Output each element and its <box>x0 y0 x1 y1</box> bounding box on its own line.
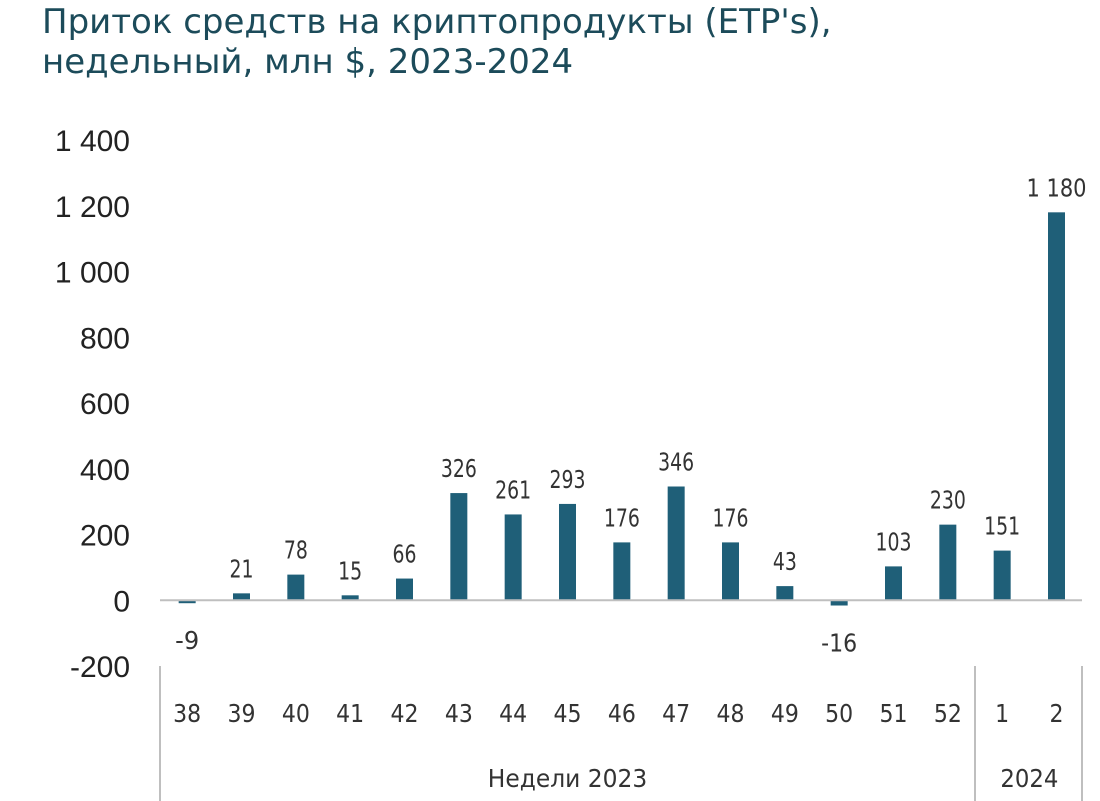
x-tick-label: 2 <box>1050 699 1064 728</box>
data-label: 78 <box>284 536 308 565</box>
x-tick-label: 50 <box>825 699 853 728</box>
y-tick-label: 1 200 <box>55 191 130 224</box>
y-tick-label: 0 <box>113 585 130 618</box>
x-tick-label: 45 <box>554 699 582 728</box>
bar <box>667 486 685 601</box>
bar <box>776 586 794 601</box>
data-label: 103 <box>876 527 912 556</box>
x-tick-label: 46 <box>608 699 636 728</box>
y-tick-label: 1 400 <box>55 125 130 158</box>
y-tick-label: -200 <box>70 651 130 684</box>
y-tick-label: 1 000 <box>55 257 130 290</box>
x-tick-label: 1 <box>995 699 1009 728</box>
x-tick-label: 43 <box>445 699 473 728</box>
y-tick-label: 800 <box>80 322 130 355</box>
bar <box>993 550 1011 601</box>
x-tick-label: 44 <box>499 699 527 728</box>
bar <box>830 600 848 606</box>
x-tick-label: 48 <box>717 699 745 728</box>
x-tick-label: 40 <box>282 699 310 728</box>
x-tick-label: 51 <box>880 699 908 728</box>
x-tick-label: 38 <box>173 699 201 728</box>
bar <box>885 566 902 601</box>
bar <box>504 514 522 601</box>
data-label: 43 <box>773 547 797 576</box>
x-group-label: 2024 <box>1000 764 1058 793</box>
data-label: 261 <box>495 475 531 504</box>
bar <box>396 578 413 601</box>
x-tick-label: 47 <box>662 699 690 728</box>
y-tick-label: 400 <box>80 454 130 487</box>
x-tick-label: 42 <box>391 699 419 728</box>
x-tick-label: 49 <box>771 699 799 728</box>
data-label: -16 <box>821 629 857 658</box>
bar <box>939 524 957 601</box>
data-label: 176 <box>604 503 640 532</box>
chart-title-line-2: недельный, млн $, 2023-2024 <box>42 42 574 82</box>
x-tick-label: 41 <box>336 699 364 728</box>
bar <box>450 493 468 601</box>
bar <box>1048 212 1065 601</box>
bar <box>341 595 359 601</box>
bar <box>722 542 739 601</box>
bar <box>287 574 305 601</box>
data-label: 1 180 <box>1027 173 1087 202</box>
x-tick-label: 39 <box>228 699 256 728</box>
data-label: 293 <box>550 465 586 494</box>
bar <box>233 593 250 601</box>
bar <box>613 542 631 601</box>
y-tick-label: 600 <box>80 388 130 421</box>
y-tick-label: 200 <box>80 520 130 553</box>
data-label: 21 <box>230 554 254 583</box>
data-label: 15 <box>338 556 362 585</box>
x-group-label: Недели 2023 <box>488 764 648 793</box>
data-label: 66 <box>393 540 417 569</box>
data-label: -9 <box>175 626 199 655</box>
bar <box>178 600 196 604</box>
data-label: 326 <box>441 454 477 483</box>
data-label: 176 <box>713 503 749 532</box>
chart-title: Приток средств на криптопродукты (ETP's)… <box>42 2 1082 82</box>
data-label: 151 <box>984 512 1020 541</box>
data-label: 346 <box>658 448 694 477</box>
data-label: 230 <box>930 486 966 515</box>
bar <box>559 503 576 601</box>
chart-title-line-1: Приток средств на криптопродукты (ETP's)… <box>42 2 832 42</box>
x-tick-label: 52 <box>934 699 962 728</box>
